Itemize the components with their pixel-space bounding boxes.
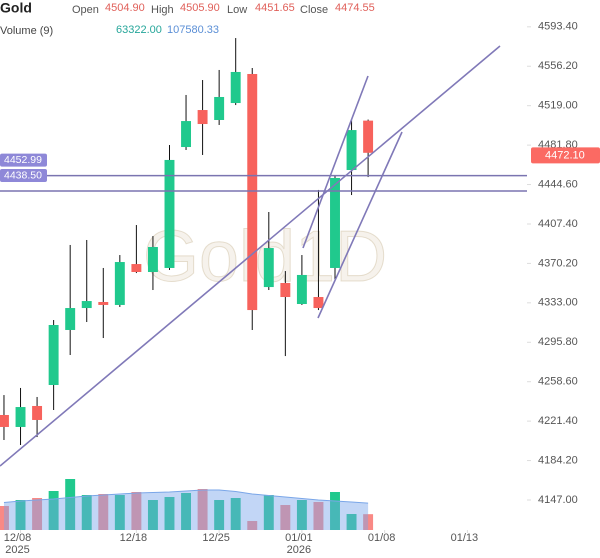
ohlc-name: Close	[300, 4, 328, 16]
x-tick-label: 01/08	[368, 532, 396, 544]
volume-bar	[247, 521, 258, 530]
ohlc-name: High	[151, 4, 174, 16]
y-tick-label: 4556.20	[538, 60, 578, 72]
chart-title: Gold	[0, 0, 32, 16]
volume-title: Volume (9)	[0, 25, 53, 37]
y-tick-label: 4444.60	[538, 178, 578, 190]
ohlc-value: 4451.65	[255, 2, 295, 14]
candle-body	[197, 110, 208, 125]
candle-body	[131, 264, 142, 272]
volume-bar	[147, 500, 158, 530]
volume-bar	[230, 498, 241, 530]
volume-bar	[131, 492, 142, 530]
y-tick-label: 4407.40	[538, 218, 578, 230]
volume-bars	[0, 479, 374, 530]
volume-bar	[296, 500, 307, 530]
header: Gold Open 4504.90 High 4505.90 Low 4451.…	[0, 0, 375, 37]
price-line-label-box	[0, 169, 47, 183]
y-tick-label: 4593.40	[538, 21, 578, 33]
volume-bar	[65, 479, 76, 530]
volume-bar	[263, 495, 274, 530]
candle-body	[114, 262, 125, 305]
candle-body	[48, 324, 59, 385]
last-price-label: 4472.10	[545, 149, 585, 161]
volume-bar	[280, 505, 291, 530]
volume-bar	[313, 502, 324, 530]
volume-bar	[32, 498, 43, 530]
ohlc-value: 4474.55	[335, 2, 375, 14]
candle-body	[164, 159, 175, 268]
x-tick-label: 01/01	[285, 532, 313, 544]
volume-bar	[15, 500, 26, 530]
ohlc-value: 4505.90	[180, 2, 220, 14]
volume-bar	[98, 494, 109, 530]
last-price-box	[531, 147, 600, 164]
trend-line	[302, 75, 369, 249]
year-label: 2026	[287, 544, 311, 556]
volume-bar	[114, 495, 125, 530]
volume-ma-value: 107580.33	[167, 24, 219, 36]
volume-bar	[346, 514, 357, 530]
candle-body	[32, 405, 43, 420]
x-tick-label: 12/25	[202, 532, 230, 544]
volume-bar	[164, 497, 175, 530]
year-label: 2025	[5, 544, 29, 556]
candle-body	[15, 407, 26, 427]
candle-body	[296, 274, 307, 305]
volume-bar	[197, 489, 208, 530]
ohlc-name: Open	[72, 4, 99, 16]
candle-body	[214, 96, 225, 120]
trend-line	[0, 45, 501, 467]
candle-body	[263, 248, 274, 288]
volume-bar	[0, 506, 9, 530]
candle-body	[330, 177, 340, 268]
trend-line	[317, 131, 403, 319]
volume-bar	[81, 495, 92, 530]
y-tick-label: 4221.40	[538, 415, 578, 427]
x-tick-label: 12/08	[4, 532, 32, 544]
y-tick-label: 4519.00	[538, 100, 578, 112]
y-tick-label: 4370.20	[538, 257, 578, 269]
y-tick-label: 4333.00	[538, 297, 578, 309]
volume-ma-line	[3, 489, 369, 504]
y-tick-label: 4258.60	[538, 376, 578, 388]
candle-body	[313, 297, 324, 309]
candle-body	[81, 301, 92, 309]
price-line-label-box	[0, 153, 47, 167]
candle-body	[0, 414, 9, 427]
volume-bar	[181, 493, 192, 530]
candle-body	[230, 71, 241, 104]
candle-body	[346, 130, 357, 171]
candle-body	[147, 246, 158, 272]
x-tick-label: 01/13	[451, 532, 479, 544]
trend-lines	[0, 45, 501, 467]
ohlc-name: Low	[227, 4, 247, 16]
volume-bar	[214, 500, 225, 530]
y-tick-label: 4184.20	[538, 454, 578, 466]
x-tick-label: 12/18	[120, 532, 148, 544]
ohlc-value: 4504.90	[105, 2, 145, 14]
price-line-label: 4452.99	[4, 154, 42, 166]
volume-bar	[363, 514, 374, 530]
volume-value: 63322.00	[116, 24, 162, 36]
volume-bar	[48, 491, 59, 530]
y-tick-label: 4147.00	[538, 494, 578, 506]
volume-bar	[330, 492, 340, 530]
candle-body	[98, 301, 109, 305]
candle-body	[65, 308, 76, 330]
candle-body	[247, 73, 258, 311]
y-tick-label: 4295.80	[538, 336, 578, 348]
volume-ma-area	[3, 490, 369, 530]
price-line-label: 4438.50	[4, 169, 42, 181]
candle-body	[363, 120, 374, 153]
candle-body	[280, 283, 291, 298]
candle-body	[181, 121, 192, 148]
